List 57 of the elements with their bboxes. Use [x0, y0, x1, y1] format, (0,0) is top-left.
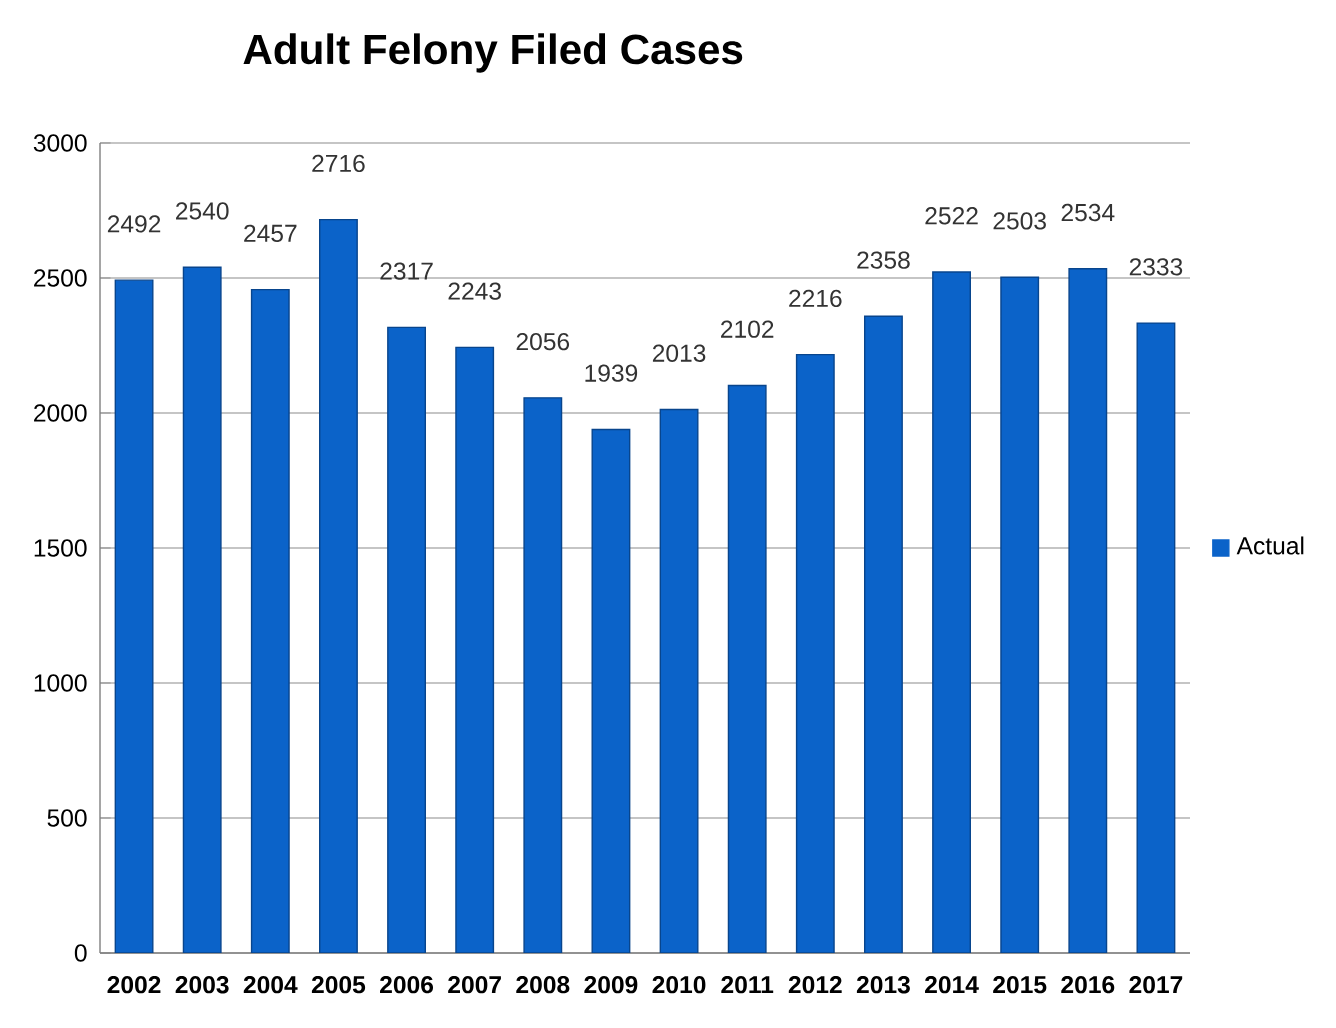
- legend-label: Actual: [1236, 536, 1304, 555]
- x-tick-label: 2011: [721, 975, 774, 994]
- bar: [795, 353, 835, 953]
- bar: [932, 271, 972, 953]
- data-label: 2216: [789, 289, 842, 308]
- bar: [455, 346, 495, 953]
- data-label: 2317: [380, 262, 433, 280]
- x-tick-label: 2005: [311, 975, 366, 994]
- bar: [250, 288, 290, 953]
- bar: [182, 266, 222, 953]
- x-tick-label: 2013: [856, 975, 910, 994]
- x-tick-label: 2017: [1129, 975, 1183, 994]
- bar: [319, 218, 358, 953]
- bar: [1068, 268, 1108, 953]
- bar: [387, 326, 427, 953]
- x-tick-label: 2010: [652, 975, 706, 994]
- x-tick-label: 2003: [175, 975, 229, 994]
- x-tick-label: 2012: [788, 975, 842, 994]
- data-label: 2358: [857, 251, 910, 269]
- y-tick-label: 3000: [33, 134, 87, 152]
- data-label: 2716: [312, 154, 365, 173]
- x-tick-label: 2009: [584, 975, 638, 994]
- data-label: 2492: [107, 215, 161, 233]
- chart-title: Adult Felony Filed Cases: [243, 33, 743, 73]
- x-tick-label: 2004: [243, 975, 298, 994]
- bar: [1000, 276, 1040, 953]
- bar: [523, 397, 563, 953]
- data-label: 2534: [1061, 203, 1115, 222]
- y-tick-label: 2500: [34, 269, 87, 287]
- bar: [591, 428, 631, 953]
- data-label: 2457: [244, 224, 297, 243]
- bar: [1136, 322, 1176, 953]
- data-label: 2102: [721, 320, 774, 338]
- data-label: 2243: [448, 282, 501, 300]
- data-label: 2013: [652, 344, 706, 362]
- bar: [863, 315, 903, 953]
- x-tick-label: 2002: [107, 975, 161, 994]
- x-tick-label: 2008: [516, 975, 570, 994]
- data-label: 2540: [176, 202, 229, 220]
- data-label: 2333: [1129, 258, 1183, 276]
- data-label: 2056: [516, 332, 570, 351]
- x-tick-label: 2007: [448, 975, 501, 994]
- y-tick-label: 500: [47, 809, 87, 827]
- bar: [659, 408, 699, 953]
- x-tick-label: 2006: [380, 975, 434, 994]
- x-tick-label: 2015: [993, 975, 1047, 994]
- y-tick-label: 2000: [34, 404, 87, 422]
- x-tick-label: 2016: [1061, 975, 1115, 994]
- data-label: 2503: [993, 212, 1046, 230]
- bar: [727, 384, 767, 953]
- y-tick-label: 1500: [34, 539, 87, 557]
- data-label: 1939: [585, 364, 638, 382]
- data-label: 2522: [925, 207, 978, 225]
- y-tick-label: 0: [74, 944, 87, 962]
- x-tick-label: 2014: [925, 975, 979, 994]
- y-tick-label: 1000: [34, 674, 87, 692]
- bar: [114, 279, 154, 953]
